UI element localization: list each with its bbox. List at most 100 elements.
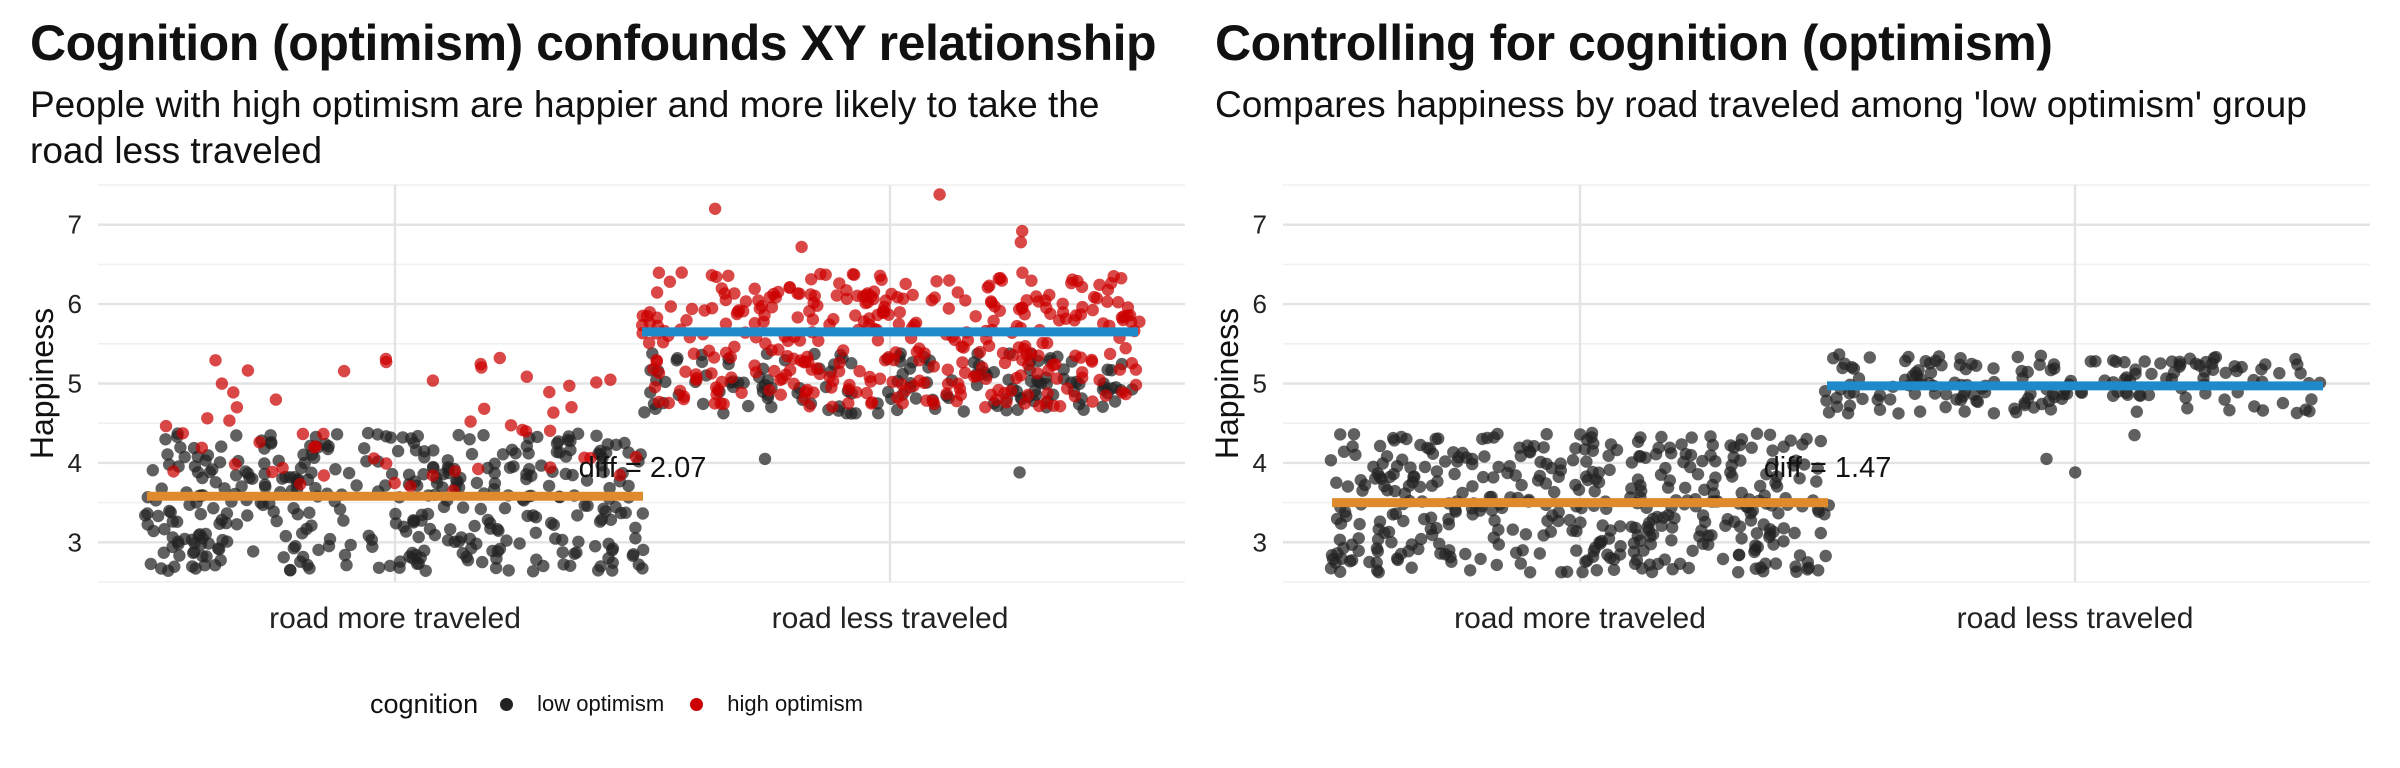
data-point	[488, 457, 501, 470]
data-point	[898, 384, 912, 397]
data-point	[580, 474, 594, 487]
data-point	[1833, 348, 1846, 361]
data-point	[748, 359, 761, 372]
data-point	[879, 294, 892, 307]
data-point	[399, 525, 413, 538]
data-point	[194, 507, 207, 521]
data-point	[1685, 431, 1698, 444]
data-point	[872, 407, 885, 420]
data-point	[269, 393, 283, 406]
data-point	[717, 407, 730, 420]
data-point	[1750, 527, 1764, 540]
y-tick-label: 3	[68, 527, 82, 557]
data-point	[951, 286, 964, 299]
data-point	[813, 367, 826, 381]
data-point	[983, 279, 996, 292]
data-point	[1892, 407, 1905, 420]
data-point	[342, 466, 356, 480]
data-point	[500, 534, 513, 547]
data-point	[652, 366, 666, 380]
data-point	[1107, 270, 1120, 283]
data-point	[1369, 472, 1382, 485]
data-point	[843, 378, 856, 392]
data-point	[1021, 388, 1035, 402]
data-point	[1665, 534, 1678, 547]
data-point	[1657, 511, 1670, 524]
data-point	[1873, 403, 1887, 416]
data-point	[504, 419, 518, 432]
data-point	[2290, 406, 2304, 420]
data-point	[670, 354, 683, 367]
data-point	[227, 386, 240, 399]
data-point	[388, 476, 401, 490]
data-point	[215, 377, 229, 390]
data-point	[1382, 525, 1396, 539]
data-point	[1838, 357, 1851, 370]
data-point	[1570, 544, 1583, 557]
data-point	[2189, 357, 2202, 370]
data-point	[1506, 523, 1519, 536]
data-point	[1585, 431, 1598, 444]
data-point	[294, 477, 307, 491]
data-point	[1049, 358, 1062, 371]
data-point	[380, 457, 393, 470]
data-point	[2016, 371, 2029, 385]
data-point	[837, 344, 850, 357]
data-point	[940, 387, 953, 400]
data-point	[155, 482, 168, 495]
data-point	[1777, 522, 1790, 535]
data-point	[1018, 308, 1031, 321]
data-point	[556, 546, 569, 559]
data-point	[301, 558, 314, 572]
data-point	[2256, 404, 2270, 417]
data-point	[1814, 434, 1827, 448]
data-point	[1439, 455, 1452, 468]
data-point	[230, 518, 244, 531]
data-point	[2027, 401, 2040, 414]
data-point	[805, 273, 818, 286]
data-point	[1447, 446, 1460, 459]
data-point	[1464, 564, 1477, 577]
data-point	[998, 356, 1012, 370]
data-point	[728, 340, 741, 353]
data-point	[1096, 400, 1109, 413]
data-point	[379, 352, 393, 366]
data-point	[1025, 274, 1038, 287]
data-point	[1402, 479, 1416, 493]
data-point	[652, 266, 666, 279]
data-point	[891, 291, 904, 304]
data-point	[765, 301, 779, 314]
data-point	[708, 202, 722, 215]
data-point	[289, 540, 302, 553]
data-point	[201, 412, 214, 425]
data-point	[407, 436, 421, 449]
data-point	[2230, 364, 2243, 378]
data-point	[1554, 457, 1567, 470]
data-point	[636, 507, 649, 520]
data-point	[1705, 529, 1718, 542]
data-point	[1766, 444, 1779, 457]
data-point	[2165, 355, 2179, 368]
data-point	[1819, 549, 1832, 563]
y-axis-label: Happiness	[1209, 308, 1245, 459]
data-point	[1796, 438, 1809, 451]
data-point	[239, 465, 252, 478]
data-point	[893, 306, 906, 319]
data-point	[985, 296, 998, 309]
data-point	[1750, 427, 1764, 440]
data-point	[1129, 363, 1143, 376]
data-point	[2133, 388, 2146, 402]
data-point	[529, 526, 542, 539]
data-point	[968, 370, 981, 383]
y-tick-label: 7	[1253, 210, 1267, 240]
data-point	[1566, 524, 1579, 537]
data-point	[1537, 529, 1550, 542]
data-point	[1614, 540, 1627, 553]
data-point	[728, 287, 741, 300]
data-point	[441, 454, 454, 467]
data-point	[1820, 394, 1833, 407]
data-point	[448, 465, 462, 478]
data-point	[1016, 266, 1029, 279]
data-point	[1101, 295, 1114, 308]
data-point	[358, 442, 371, 455]
